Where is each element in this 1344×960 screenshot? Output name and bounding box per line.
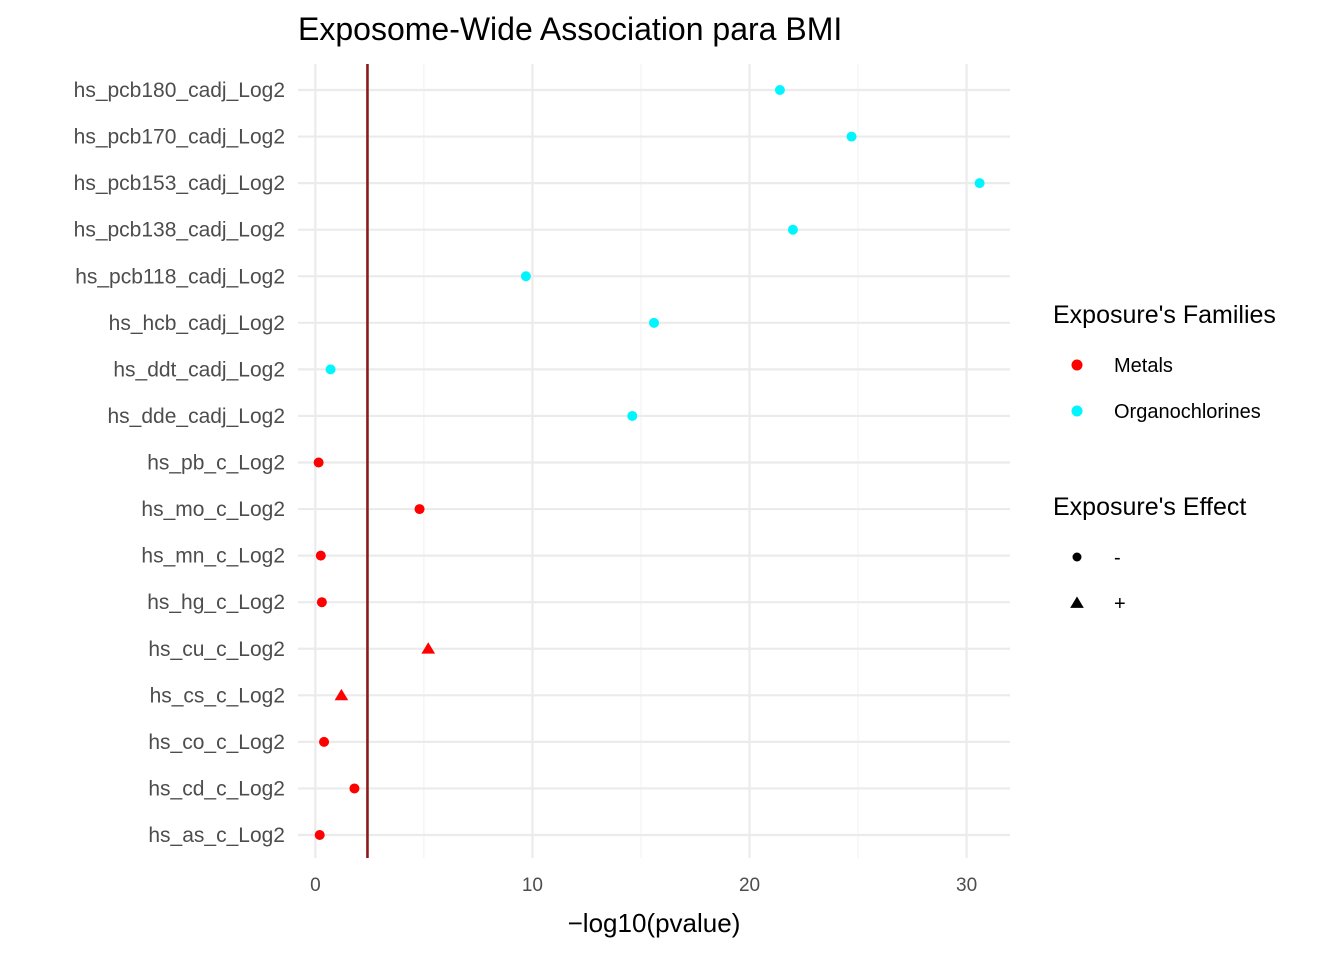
legend-effect-label: + xyxy=(1114,593,1126,615)
data-point-circle xyxy=(846,131,857,142)
legend-families-title: Exposure's Families xyxy=(1053,301,1276,329)
data-point-circle xyxy=(414,504,425,515)
data-point-circle xyxy=(319,736,330,747)
data-point-triangle xyxy=(421,642,436,654)
y-tick-label: hs_cs_c_Log2 xyxy=(150,684,285,707)
data-points xyxy=(313,85,985,840)
y-tick-label: hs_hg_c_Log2 xyxy=(147,591,285,614)
data-point-circle xyxy=(774,85,785,95)
y-tick-labels: hs_as_c_Log2 hs_cd_c_Log2 hs_co_c_Log2 hs_c… xyxy=(74,79,285,847)
y-tick-label: hs_ddt_cadj_Log2 xyxy=(113,358,285,381)
legend-families-items: Metals Organochlorines xyxy=(1071,355,1261,423)
x-tick-label: 0 xyxy=(310,875,321,896)
y-tick-label: hs_pcb170_cadj_Log2 xyxy=(74,126,285,149)
y-tick-label: hs_pcb138_cadj_Log2 xyxy=(74,219,285,242)
legend-family-key xyxy=(1071,405,1083,417)
y-tick-label: hs_pcb180_cadj_Log2 xyxy=(74,79,285,102)
data-point-circle xyxy=(314,830,325,840)
data-point-triangle xyxy=(334,688,349,701)
legend-effect-key-triangle xyxy=(1070,596,1084,608)
legend-effect-label: - xyxy=(1114,547,1121,569)
x-axis-title: −log10(pvalue) xyxy=(568,908,741,938)
data-point-circle xyxy=(787,224,798,235)
x-tick-label: 10 xyxy=(522,875,543,896)
legend-effect-key-circle xyxy=(1072,552,1082,562)
y-tick-label: hs_pcb153_cadj_Log2 xyxy=(74,172,285,195)
data-point-circle xyxy=(349,783,360,794)
legend-family-key xyxy=(1071,359,1083,371)
x-tick-label: 20 xyxy=(739,875,760,896)
y-tick-label: hs_hcb_cadj_Log2 xyxy=(109,312,285,335)
legend-family-label: Metals xyxy=(1114,355,1173,377)
x-tick-label: 30 xyxy=(956,875,977,896)
data-point-circle xyxy=(313,457,324,468)
x-tick-labels: 0 10 20 30 xyxy=(310,875,977,896)
data-point-circle xyxy=(649,317,659,328)
data-point-circle xyxy=(627,410,638,421)
plot-grid xyxy=(298,64,1010,858)
data-point-circle xyxy=(325,364,336,375)
y-tick-label: hs_cu_c_Log2 xyxy=(148,638,285,661)
y-tick-label: hs_co_c_Log2 xyxy=(148,731,285,754)
legend-effect-items: -+ xyxy=(1070,547,1126,615)
legend-effect-title: Exposure's Effect xyxy=(1053,493,1246,521)
y-tick-label: hs_pb_c_Log2 xyxy=(147,452,285,475)
data-point-circle xyxy=(520,271,531,282)
y-tick-label: hs_as_c_Log2 xyxy=(148,824,285,847)
y-tick-label: hs_pcb118_cadj_Log2 xyxy=(75,265,285,288)
data-point-circle xyxy=(974,178,985,189)
legend: Exposure's Families Metals Organochlorine… xyxy=(1053,301,1276,615)
data-point-circle xyxy=(315,550,326,561)
y-tick-label: hs_mo_c_Log2 xyxy=(141,498,285,521)
data-point-circle xyxy=(316,597,327,608)
legend-family-label: Organochlorines xyxy=(1114,401,1261,423)
chart-title: Exposome-Wide Association para BMI xyxy=(298,11,842,47)
y-tick-label: hs_mn_c_Log2 xyxy=(141,545,285,568)
y-tick-label: hs_cd_c_Log2 xyxy=(148,777,285,800)
y-tick-label: hs_dde_cadj_Log2 xyxy=(108,405,286,428)
